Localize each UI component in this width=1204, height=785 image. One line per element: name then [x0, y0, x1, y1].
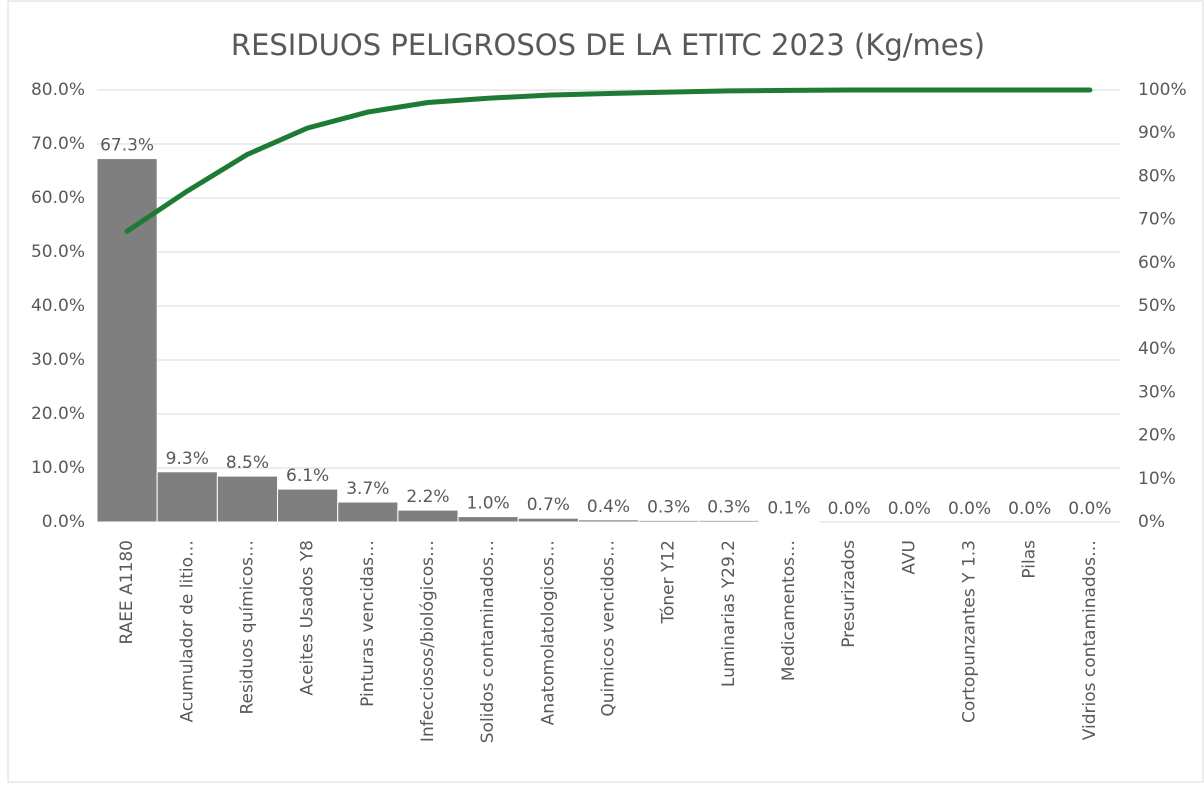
data-label: 3.7% [346, 479, 389, 499]
bar [577, 519, 640, 523]
data-label: 0.0% [1068, 499, 1111, 519]
y2-tick-label: 60% [1138, 253, 1176, 273]
data-label: 6.1% [286, 466, 329, 486]
x-tick-label: Pinturas vencidas… [358, 540, 378, 707]
y-tick-label: 60.0% [31, 188, 85, 208]
bar [457, 516, 519, 523]
x-tick-label: AVU [899, 540, 919, 575]
y2-tick-label: 10% [1138, 469, 1176, 489]
data-label: 9.3% [166, 449, 209, 469]
bar [517, 517, 579, 523]
data-label: 2.2% [406, 487, 449, 507]
bar [397, 509, 459, 523]
data-label: 67.3% [100, 136, 154, 156]
y-tick-label: 50.0% [31, 242, 85, 262]
x-tick-label: Residuos químicos… [237, 540, 257, 715]
x-tick-label: Solidos contaminados… [478, 540, 498, 743]
data-label: 0.1% [767, 498, 810, 518]
y2-tick-label: 20% [1138, 426, 1176, 446]
chart-frame [7, 0, 1204, 783]
data-label: 1.0% [467, 494, 510, 514]
x-tick-label: Pilas [1020, 540, 1040, 579]
data-label: 0.4% [587, 497, 630, 517]
x-tick-label: Tóner Y12 [659, 540, 679, 625]
y-tick-label: 40.0% [31, 296, 85, 316]
data-label: 0.0% [1008, 499, 1051, 519]
y-tick-label: 10.0% [31, 458, 85, 478]
y2-tick-label: 30% [1138, 382, 1176, 402]
x-tick-label: Aceites Usados Y8 [298, 540, 318, 696]
x-tick-label: Vidrios contaminados… [1080, 540, 1100, 740]
x-tick-label: Anatomolatologicos… [538, 540, 558, 725]
y-tick-label: 80.0% [31, 80, 85, 100]
x-tick-label: Medicamentos… [779, 540, 799, 681]
y2-tick-label: 0% [1138, 512, 1165, 532]
bar [698, 519, 760, 523]
x-tick-label: Quimicos vencidos… [599, 540, 619, 717]
x-tick-label: Luminarias Y29.2 [719, 540, 739, 687]
y-tick-label: 70.0% [31, 134, 85, 154]
chart-title: RESIDUOS PELIGROSOS DE LA ETITC 2023 (Kg… [231, 28, 985, 62]
bar [758, 520, 820, 523]
data-label: 0.0% [948, 499, 991, 519]
x-tick-label: RAEE A1180 [117, 540, 137, 645]
cumulative-line [124, 87, 1093, 234]
data-label: 0.3% [707, 497, 750, 517]
data-label: 0.7% [527, 495, 570, 515]
y2-tick-label: 40% [1138, 339, 1176, 359]
y-tick-label: 30.0% [31, 350, 85, 370]
y2-tick-label: 70% [1138, 210, 1176, 230]
y-tick-label: 20.0% [31, 404, 85, 424]
y2-tick-label: 100% [1138, 80, 1187, 100]
x-tick-label: Presurizados [839, 540, 859, 648]
x-tick-label: Acumulador de litio… [177, 540, 197, 722]
x-tick-label: Infecciosos/biológicos… [418, 540, 438, 742]
bar [337, 501, 399, 523]
data-label: 0.0% [828, 499, 871, 519]
data-label: 0.3% [647, 497, 690, 517]
y-tick-label: 0.0% [42, 512, 85, 532]
y2-tick-label: 80% [1138, 166, 1176, 186]
bar [277, 488, 339, 523]
bar [96, 158, 158, 523]
data-label: 0.0% [888, 499, 931, 519]
bar [156, 471, 218, 523]
y2-tick-label: 90% [1138, 123, 1176, 143]
bar [638, 519, 700, 523]
bar [216, 475, 279, 523]
x-tick-label: Cortopunzantes Y 1.3 [960, 540, 980, 723]
data-label: 8.5% [226, 453, 269, 473]
y2-tick-label: 50% [1138, 296, 1176, 316]
